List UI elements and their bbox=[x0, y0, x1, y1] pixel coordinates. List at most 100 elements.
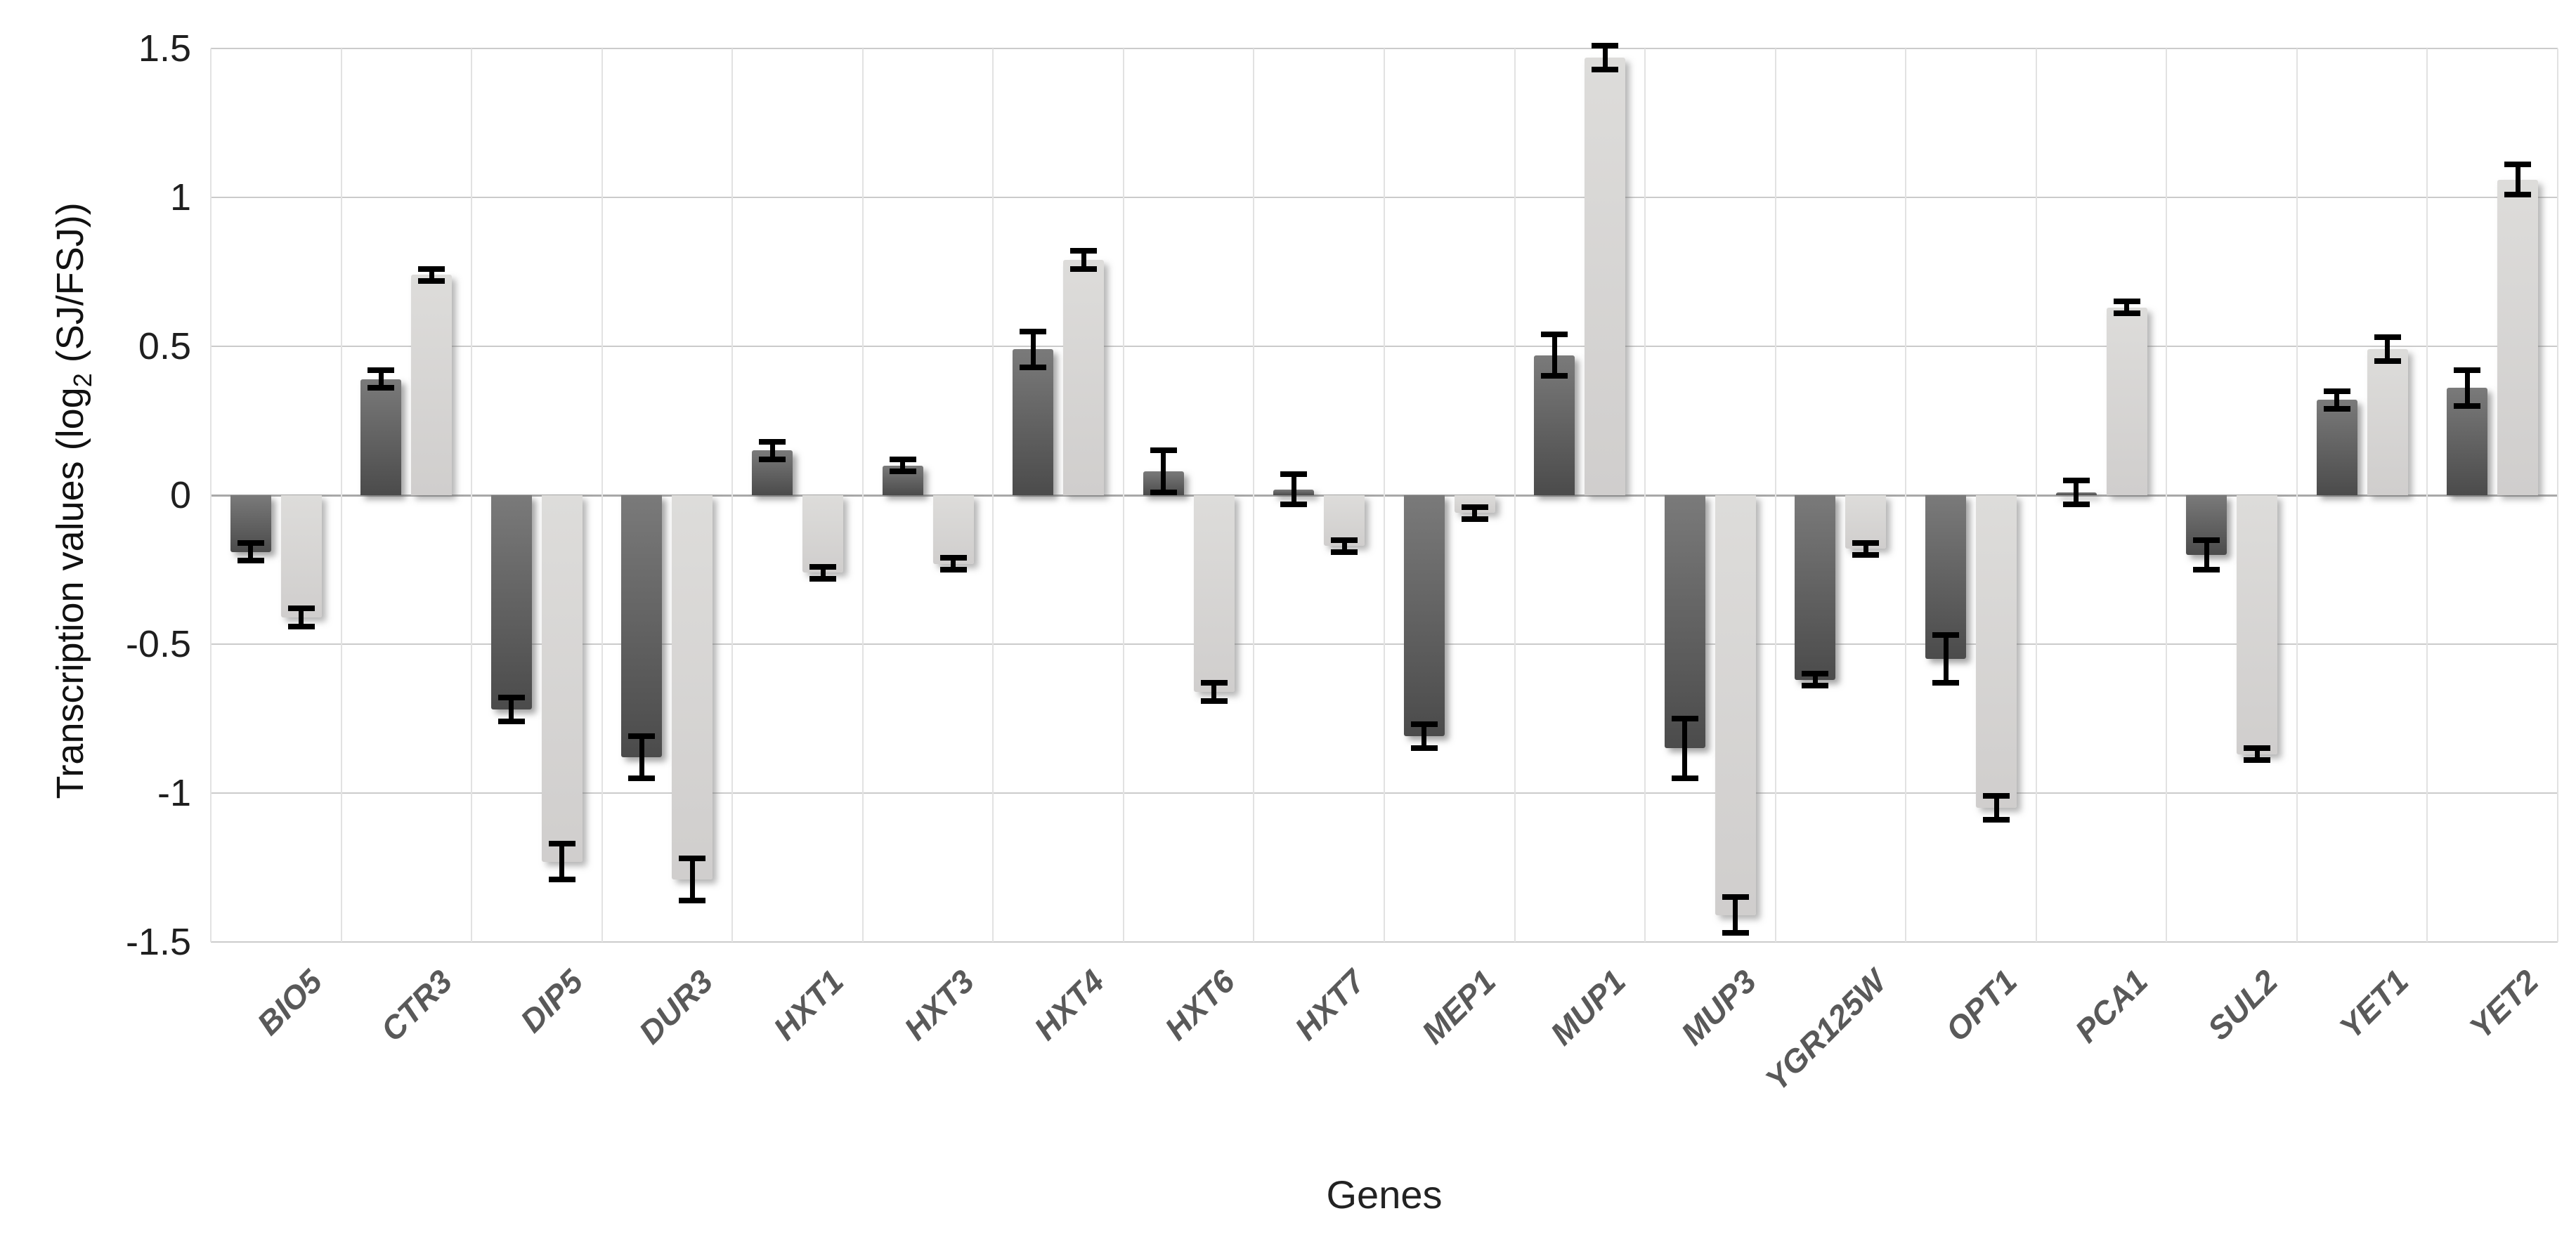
error-cap-bottom bbox=[2244, 757, 2271, 764]
error-cap-top bbox=[939, 555, 967, 561]
error-cap-bottom bbox=[679, 897, 706, 903]
bar-HXT4-light bbox=[1063, 260, 1105, 495]
error-bar-PCA1-light bbox=[2124, 301, 2130, 314]
error-bar-HXT1-dark bbox=[769, 441, 775, 460]
error-bar-PCA1-dark bbox=[2074, 480, 2079, 504]
bar-YGR125W-dark bbox=[1795, 495, 1836, 680]
error-cap-bottom bbox=[1932, 680, 1959, 686]
bar-YET1-light bbox=[2367, 349, 2408, 495]
category-boundary-line bbox=[1514, 48, 1516, 942]
error-bar-DIP5-dark bbox=[509, 698, 514, 722]
error-cap-top bbox=[2374, 334, 2401, 341]
error-cap-top bbox=[1070, 248, 1098, 254]
error-bar-YET1-dark bbox=[2334, 391, 2340, 410]
error-bar-YET2-light bbox=[2515, 164, 2520, 195]
error-bar-HXT6-dark bbox=[1161, 450, 1166, 492]
error-bar-HXT3-dark bbox=[900, 459, 906, 472]
bar-HXT1-light bbox=[802, 495, 843, 573]
error-cap-bottom bbox=[1280, 501, 1308, 507]
category-boundary-line bbox=[210, 48, 212, 942]
y-tick-label-1.5: 1.5 bbox=[138, 27, 191, 70]
error-cap-top bbox=[1150, 447, 1177, 454]
error-cap-bottom bbox=[2062, 501, 2090, 507]
error-cap-top bbox=[287, 606, 315, 612]
error-cap-bottom bbox=[889, 469, 916, 475]
error-bar-HXT4-dark bbox=[1030, 331, 1036, 367]
error-cap-bottom bbox=[809, 575, 836, 582]
error-cap-top bbox=[759, 438, 786, 445]
bar-MUP3-dark bbox=[1664, 495, 1705, 749]
bar-HXT3-light bbox=[932, 495, 974, 564]
error-bar-MEP1-dark bbox=[1422, 724, 1427, 749]
bar-PCA1-light bbox=[2106, 307, 2147, 495]
error-cap-bottom bbox=[939, 567, 967, 572]
error-bar-SUL2-light bbox=[2254, 748, 2260, 761]
bar-YGR125W-light bbox=[1845, 495, 1887, 549]
error-cap-top bbox=[809, 563, 836, 570]
error-cap-bottom bbox=[628, 775, 656, 781]
error-bar-YET2-dark bbox=[2464, 369, 2470, 406]
error-cap-bottom bbox=[237, 558, 264, 564]
category-boundary-line bbox=[471, 48, 473, 942]
error-cap-bottom bbox=[548, 876, 575, 882]
category-boundary-line bbox=[1774, 48, 1776, 942]
error-cap-top bbox=[1200, 680, 1228, 686]
bar-SUL2-light bbox=[2237, 495, 2278, 754]
category-boundary-line bbox=[2035, 48, 2037, 942]
bar-CTR3-dark bbox=[360, 379, 402, 495]
error-bar-MEP1-light bbox=[1472, 506, 1478, 519]
category-boundary-line bbox=[992, 48, 994, 942]
error-cap-bottom bbox=[2454, 402, 2481, 409]
error-bar-DIP5-light bbox=[559, 844, 565, 879]
y-tick-label--1: -1 bbox=[157, 772, 191, 814]
error-cap-top bbox=[2504, 162, 2532, 168]
error-cap-top bbox=[1592, 42, 1619, 48]
error-cap-top bbox=[1852, 539, 1880, 546]
category-boundary-line bbox=[601, 48, 603, 942]
error-bar-BIO5-dark bbox=[248, 542, 254, 561]
error-cap-top bbox=[2323, 388, 2350, 394]
y-tick-label-1: 1 bbox=[169, 176, 191, 218]
error-bar-HXT4-light bbox=[1081, 251, 1086, 269]
y-axis-title-subscript: 2 bbox=[67, 373, 97, 388]
error-cap-top bbox=[367, 367, 395, 373]
error-cap-bottom bbox=[1020, 364, 1047, 370]
y-tick-label--0.5: -0.5 bbox=[125, 623, 191, 665]
error-cap-top bbox=[497, 695, 525, 701]
error-bar-HXT1-light bbox=[820, 566, 826, 579]
error-cap-top bbox=[1020, 328, 1047, 334]
error-cap-top bbox=[1410, 721, 1438, 728]
error-cap-bottom bbox=[367, 385, 395, 391]
error-cap-bottom bbox=[1331, 549, 1358, 555]
error-cap-bottom bbox=[1852, 551, 1880, 558]
error-cap-bottom bbox=[2323, 406, 2350, 412]
y-tick-label-0: 0 bbox=[169, 474, 191, 516]
bar-HXT4-dark bbox=[1013, 349, 1054, 495]
error-bar-MUP3-dark bbox=[1682, 719, 1688, 778]
error-cap-top bbox=[1802, 671, 1829, 677]
error-bar-CTR3-dark bbox=[378, 369, 384, 388]
error-bar-HXT3-light bbox=[951, 558, 956, 570]
y-axis-title-text: Transcription values (log bbox=[49, 387, 92, 799]
error-cap-bottom bbox=[759, 457, 786, 463]
error-bar-SUL2-dark bbox=[2204, 539, 2209, 570]
error-bar-YGR125W-dark bbox=[1812, 674, 1818, 686]
error-cap-top bbox=[2062, 477, 2090, 483]
category-boundary-line bbox=[1253, 48, 1255, 942]
category-boundary-line bbox=[1644, 48, 1646, 942]
bar-MUP1-light bbox=[1585, 57, 1626, 495]
bar-MUP3-light bbox=[1715, 495, 1756, 915]
error-cap-top bbox=[1722, 894, 1749, 901]
error-cap-bottom bbox=[1200, 698, 1228, 704]
error-bar-HXT6-light bbox=[1211, 683, 1217, 701]
bar-OPT1-dark bbox=[1925, 495, 1966, 660]
error-cap-bottom bbox=[1671, 775, 1698, 781]
error-bar-HXT7-light bbox=[1341, 539, 1347, 552]
error-cap-top bbox=[679, 856, 706, 862]
category-boundary-line bbox=[2557, 48, 2558, 942]
error-cap-top bbox=[1983, 793, 2010, 799]
error-cap-bottom bbox=[1983, 817, 2010, 823]
error-cap-top bbox=[2193, 537, 2220, 543]
error-bar-OPT1-dark bbox=[1943, 635, 1949, 683]
error-bar-YET1-light bbox=[2385, 337, 2390, 362]
